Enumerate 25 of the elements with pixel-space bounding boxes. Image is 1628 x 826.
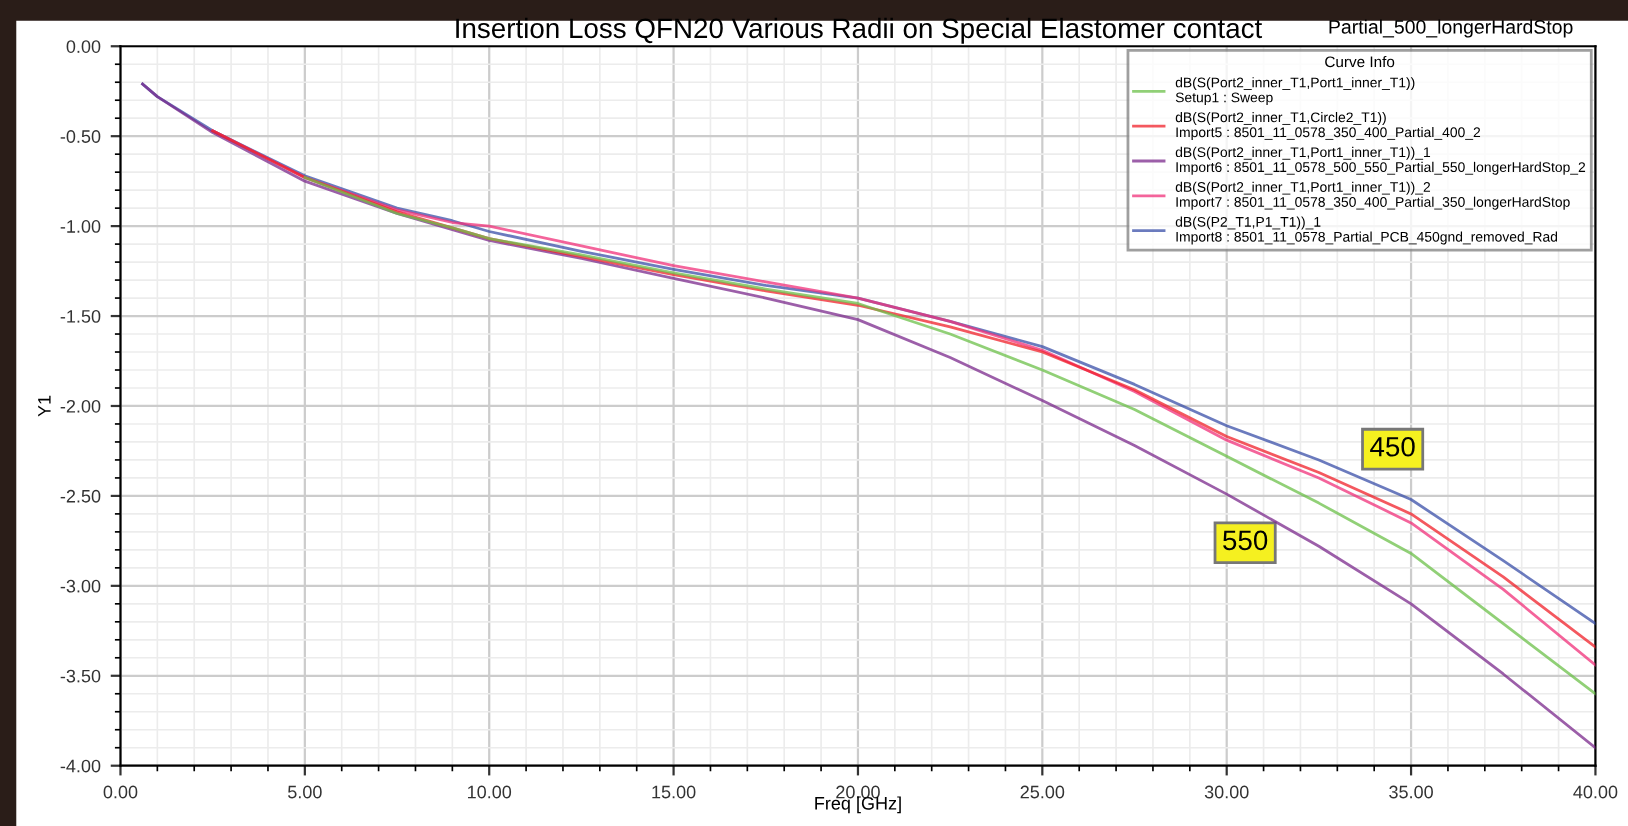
x-tick-label: 40.00 bbox=[1573, 785, 1618, 799]
y-tick-label: -3.50 bbox=[60, 669, 101, 683]
y-tick-label: -0.50 bbox=[60, 130, 101, 143]
x-tick-label: 5.00 bbox=[288, 785, 322, 799]
chart-title: Insertion Loss QFN20 Various Radii on Special Elastomer contact bbox=[456, 17, 1263, 44]
x-tick-label: 30.00 bbox=[1204, 785, 1249, 799]
line-series bbox=[303, 176, 1596, 696]
x-tick-label: 20.00 bbox=[836, 785, 880, 799]
y-tick-label: -2.00 bbox=[60, 399, 101, 413]
y-tick-label: -1.00 bbox=[60, 220, 101, 233]
x-tick-label: 15.00 bbox=[652, 785, 696, 799]
x-tick-label: 25.00 bbox=[1020, 785, 1065, 799]
y-axis-title: Y1 bbox=[38, 395, 51, 417]
y-tick-label: -3.00 bbox=[60, 579, 101, 593]
y-tick-label: -2.50 bbox=[60, 489, 101, 503]
annotation: 550 bbox=[1223, 530, 1268, 551]
y-tick-label: 0.00 bbox=[66, 40, 101, 53]
x-tick-label: 10.00 bbox=[468, 785, 512, 799]
x-tick-label: 35.00 bbox=[1389, 785, 1433, 799]
y-tick-label: -1.50 bbox=[60, 309, 101, 323]
y-tick-label: -4.00 bbox=[60, 759, 101, 773]
chart-subtitle: Partial_500_longerHardStop bbox=[1329, 19, 1573, 38]
annotation: 450 bbox=[1370, 436, 1415, 457]
x-tick-label: 0.00 bbox=[103, 785, 138, 799]
x-axis-title: Freq [GHz] bbox=[815, 796, 901, 814]
